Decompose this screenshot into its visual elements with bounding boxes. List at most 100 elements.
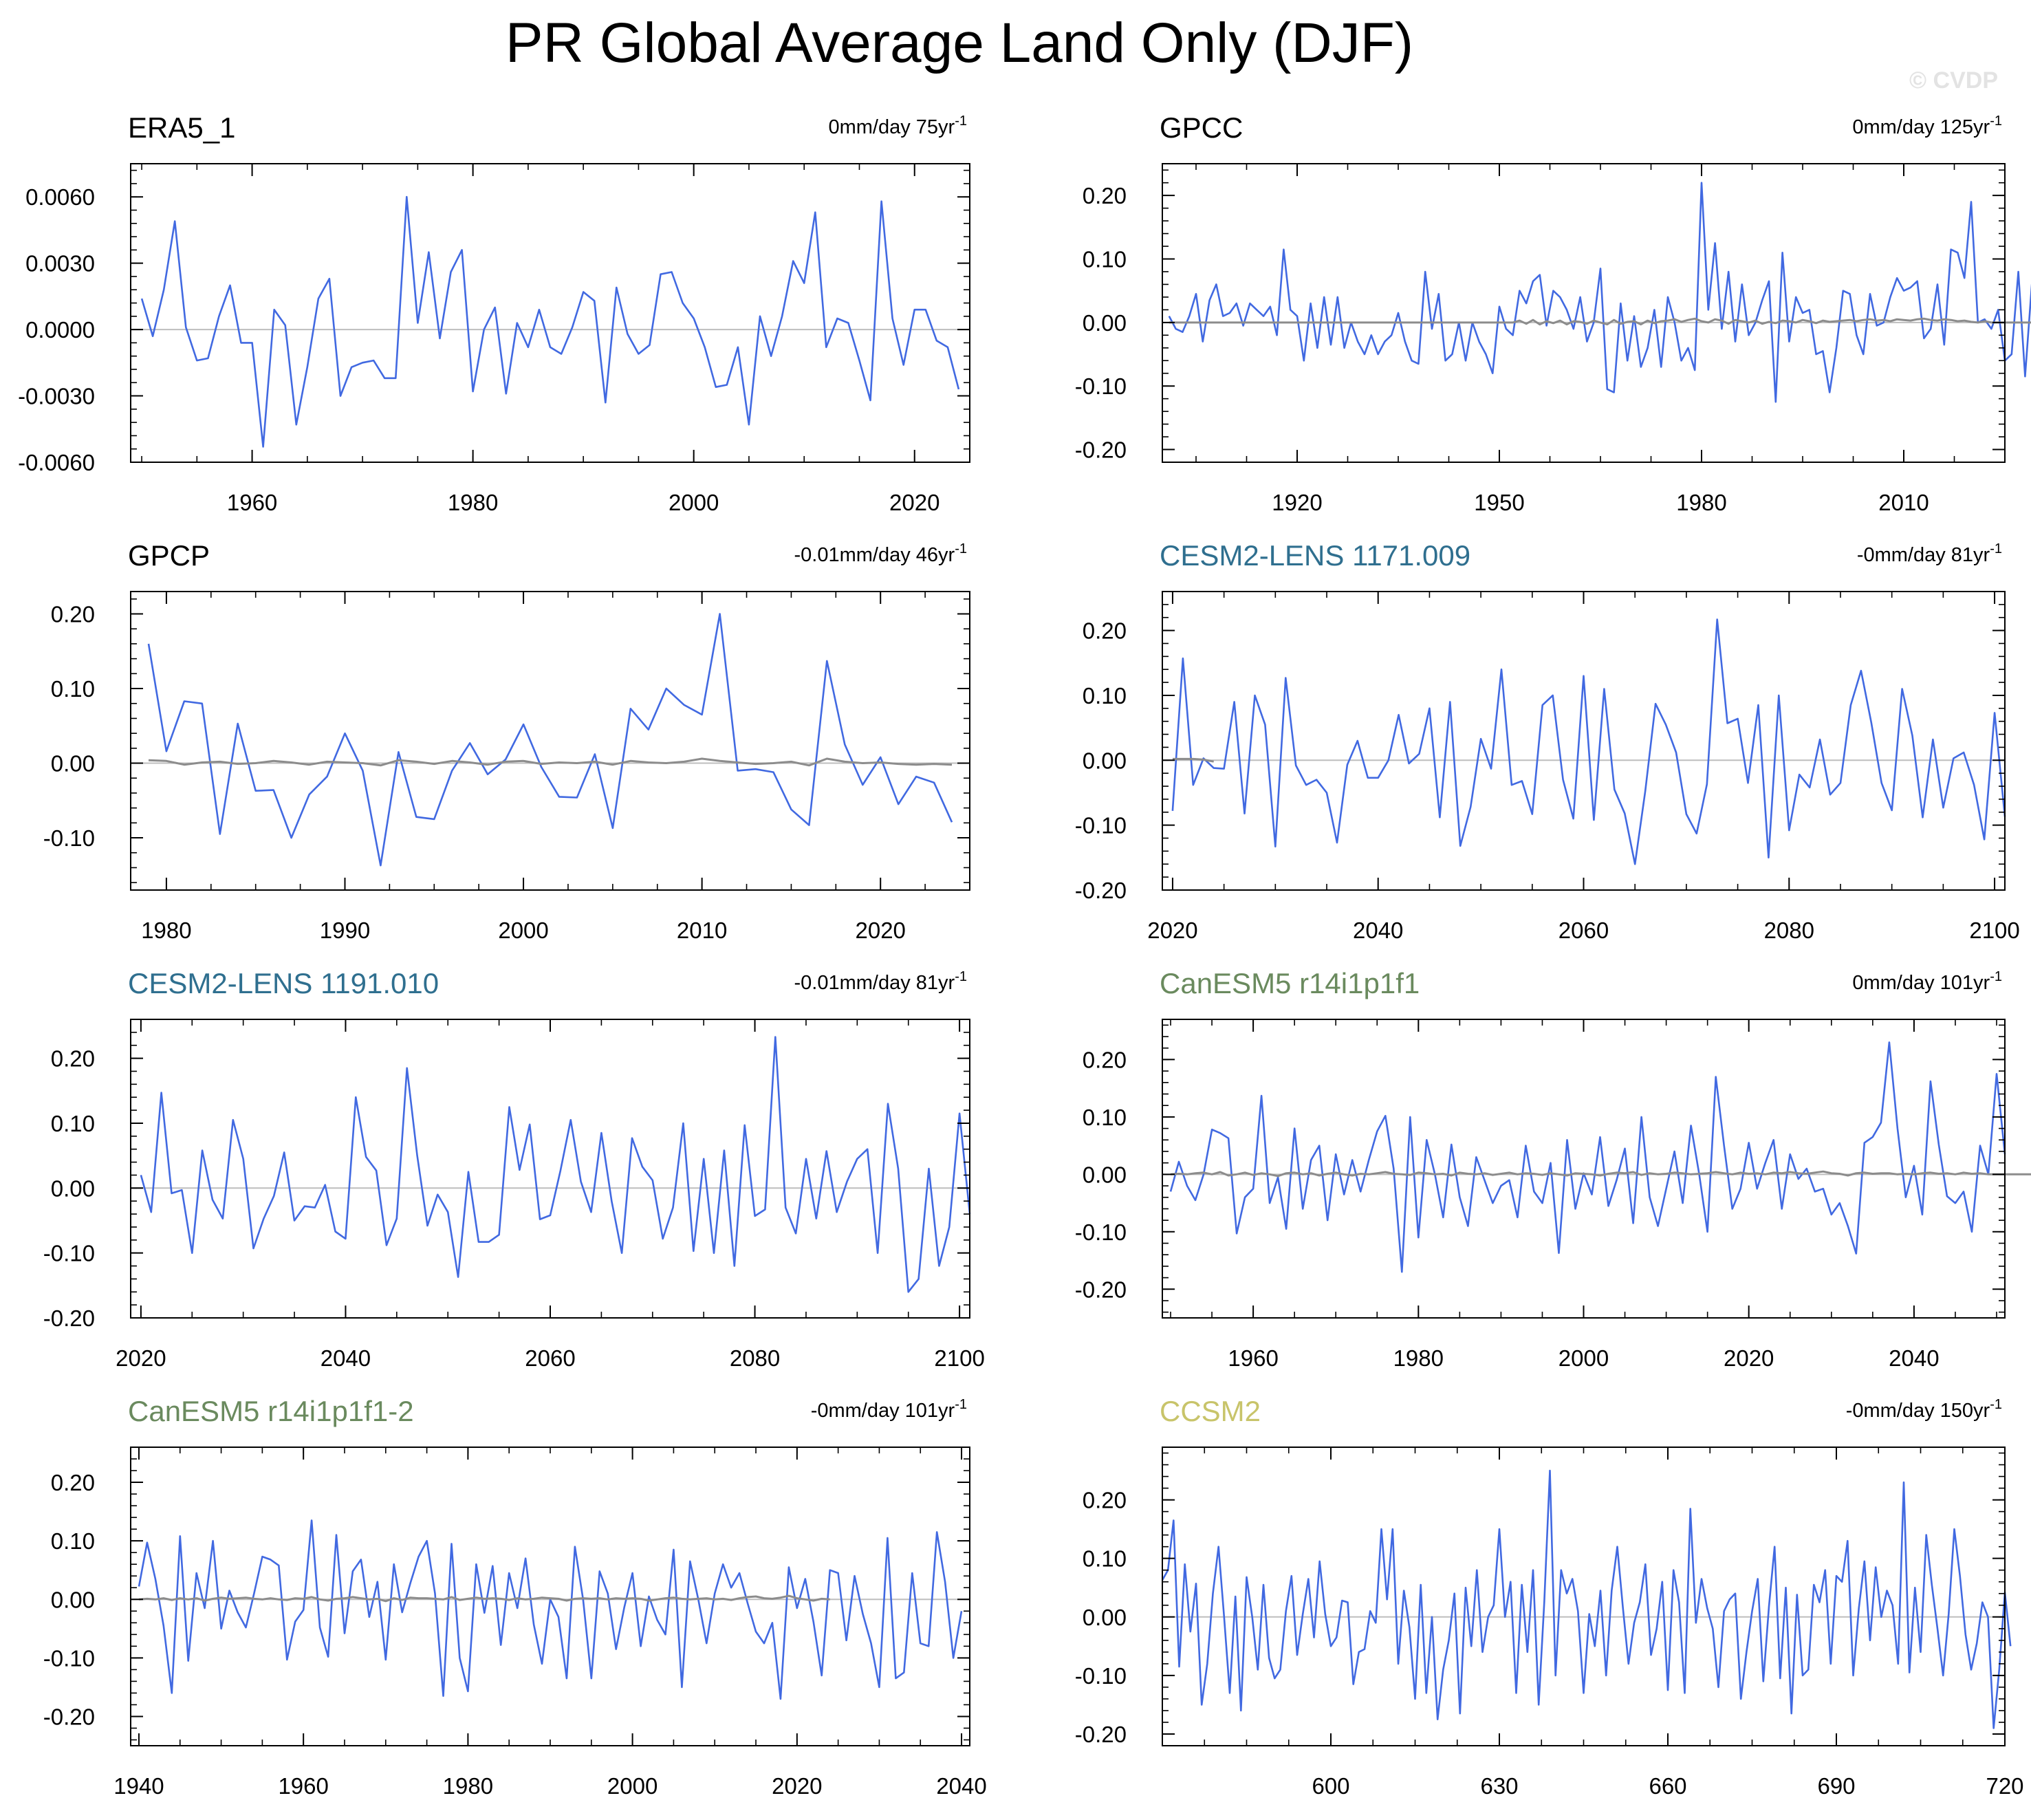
trend-unit-superscript: -1	[1990, 1397, 2002, 1412]
plot-frame	[130, 591, 970, 891]
x-tick-label: 2020	[1724, 1345, 1774, 1371]
chart-panel-3: 0.20 0.10 0.00 -0.10 1980 1990 2000 2010 2020 GPC…	[43, 539, 970, 943]
y-tick-label: 0.20	[1083, 1488, 1127, 1513]
y-tick-label: 0.0000	[25, 317, 95, 343]
chart-panel-5: 0.20 0.10 0.00 -0.10 -0.20 2020 2040 2060 2080 21…	[43, 967, 985, 1371]
plot-frame	[130, 1019, 970, 1319]
y-tick-label: 0.00	[51, 751, 95, 777]
y-tick-label: -0.10	[43, 825, 95, 851]
x-tick-label: 600	[1312, 1773, 1349, 1799]
x-tick-label: 2020	[856, 918, 906, 943]
y-tick-label: -0.20	[1075, 1722, 1127, 1747]
y-tick-label: -0.10	[43, 1645, 95, 1671]
chart-panel-6: 0.20 0.10 0.00 -0.10 -0.20 1960 1980 2000 2020 20…	[1075, 967, 2031, 1371]
y-tick-label: 0.00	[1083, 310, 1127, 336]
x-tick-label: 2080	[730, 1345, 780, 1371]
trend-unit-superscript: -1	[1990, 541, 2002, 556]
panel-title: CESM2-LENS 1191.010	[128, 967, 439, 999]
y-tick-label: -0.20	[1075, 437, 1127, 463]
y-tick-label: 0.0060	[25, 184, 95, 210]
copyright-text: © CVDP	[1909, 67, 1998, 94]
ensemble-mean-line	[1172, 757, 1214, 763]
y-tick-label: -0.20	[43, 1704, 95, 1729]
data-series-line	[1168, 182, 2031, 403]
y-tick-label: -0.0030	[18, 384, 95, 409]
plot-frame	[1162, 591, 2006, 891]
data-series-line	[1161, 1469, 2012, 1729]
y-tick-label: 0.00	[51, 1176, 95, 1201]
x-tick-label: 2040	[936, 1773, 986, 1799]
trend-unit-superscript: -1	[955, 541, 967, 556]
x-tick-label: 630	[1480, 1773, 1518, 1799]
y-tick-label: 0.10	[1083, 1546, 1127, 1572]
y-tick-label: 0.20	[1083, 183, 1127, 208]
ensemble-mean-line	[148, 757, 953, 767]
y-tick-label: 0.0030	[25, 251, 95, 277]
y-tick-label: 0.00	[1083, 748, 1127, 773]
trend-label: 0mm/day 101yr-1	[1852, 969, 2002, 994]
x-tick-label: 2100	[934, 1345, 984, 1371]
y-tick-label: -0.10	[1075, 813, 1127, 838]
x-tick-label: 1980	[1676, 490, 1726, 515]
data-series-line	[147, 613, 953, 867]
y-tick-label: -0.10	[43, 1241, 95, 1266]
panel-title: GPCC	[1160, 111, 1243, 144]
y-tick-label: 0.10	[1083, 247, 1127, 272]
x-tick-label: 2020	[772, 1773, 822, 1799]
chart-panel-4: 0.20 0.10 0.00 -0.10 -0.20 2020 2040 2060 2080 21…	[1075, 539, 2020, 943]
x-tick-label: 2060	[1558, 918, 1609, 943]
trend-label: -0.01mm/day 46yr-1	[794, 541, 968, 566]
trend-unit-superscript: -1	[955, 113, 967, 129]
y-tick-label: -0.10	[1075, 373, 1127, 399]
y-tick-label: 0.10	[51, 676, 95, 702]
trend-label: -0mm/day 81yr-1	[1857, 541, 2002, 566]
x-tick-label: 1990	[320, 918, 370, 943]
chart-panel-8: 0.20 0.10 0.00 -0.10 -0.20 600 630 660 690 720 CCS…	[1075, 1395, 2024, 1799]
trend-label: -0.01mm/day 81yr-1	[794, 969, 968, 994]
trend-label: 0mm/day 75yr-1	[828, 113, 967, 138]
plot-frame	[130, 1447, 970, 1746]
y-tick-label: 0.20	[1083, 1047, 1127, 1072]
y-tick-label: 0.20	[51, 1470, 95, 1495]
y-tick-label: 0.00	[51, 1587, 95, 1612]
x-tick-label: 2040	[1353, 918, 1403, 943]
x-tick-label: 2040	[1889, 1345, 1939, 1371]
trend-label: -0mm/day 150yr-1	[1846, 1397, 2002, 1422]
panel-title: CESM2-LENS 1171.009	[1160, 539, 1470, 572]
ensemble-mean-line	[138, 1594, 830, 1603]
x-tick-label: 2100	[1969, 918, 2019, 943]
y-tick-label: -0.10	[1075, 1220, 1127, 1245]
y-tick-label: 0.10	[51, 1111, 95, 1136]
x-tick-label: 2000	[669, 490, 719, 515]
x-tick-label: 2020	[116, 1345, 166, 1371]
y-tick-label: 0.20	[1083, 618, 1127, 644]
plot-frame	[130, 163, 970, 463]
x-tick-label: 1960	[278, 1773, 328, 1799]
trend-unit-superscript: -1	[955, 1397, 967, 1412]
x-tick-label: 2000	[1558, 1345, 1609, 1371]
figure-title: PR Global Average Land Only (DJF)	[506, 12, 1413, 74]
data-series-line	[140, 195, 960, 448]
trend-unit-superscript: -1	[1990, 969, 2002, 984]
x-tick-label: 2020	[1147, 918, 1197, 943]
y-tick-label: 0.20	[51, 1046, 95, 1072]
plot-frame	[1162, 163, 2006, 463]
x-tick-label: 1980	[1393, 1345, 1444, 1371]
x-tick-label: 2010	[677, 918, 727, 943]
trend-label: -0mm/day 101yr-1	[811, 1397, 967, 1422]
chart-panel-7: 0.20 0.10 0.00 -0.10 -0.20 1940 1960 1980 2000 20…	[43, 1395, 987, 1799]
x-tick-label: 2060	[525, 1345, 575, 1371]
y-tick-label: 0.00	[1083, 1605, 1127, 1630]
y-tick-label: -0.20	[1075, 878, 1127, 903]
y-tick-label: -0.20	[1075, 1277, 1127, 1302]
data-series-line	[1171, 618, 2006, 865]
x-tick-label: 2010	[1878, 490, 1929, 515]
ensemble-mean-line	[1169, 317, 2031, 326]
y-tick-label: 0.10	[51, 1528, 95, 1554]
chart-panel-2: 0.20 0.10 0.00 -0.10 -0.20 1920 1950 1980 2010 GP…	[1075, 111, 2031, 515]
trend-label: 0mm/day 125yr-1	[1852, 113, 2002, 138]
data-series-line	[140, 1036, 971, 1293]
x-tick-label: 660	[1649, 1773, 1686, 1799]
panel-title: CCSM2	[1160, 1395, 1261, 1427]
